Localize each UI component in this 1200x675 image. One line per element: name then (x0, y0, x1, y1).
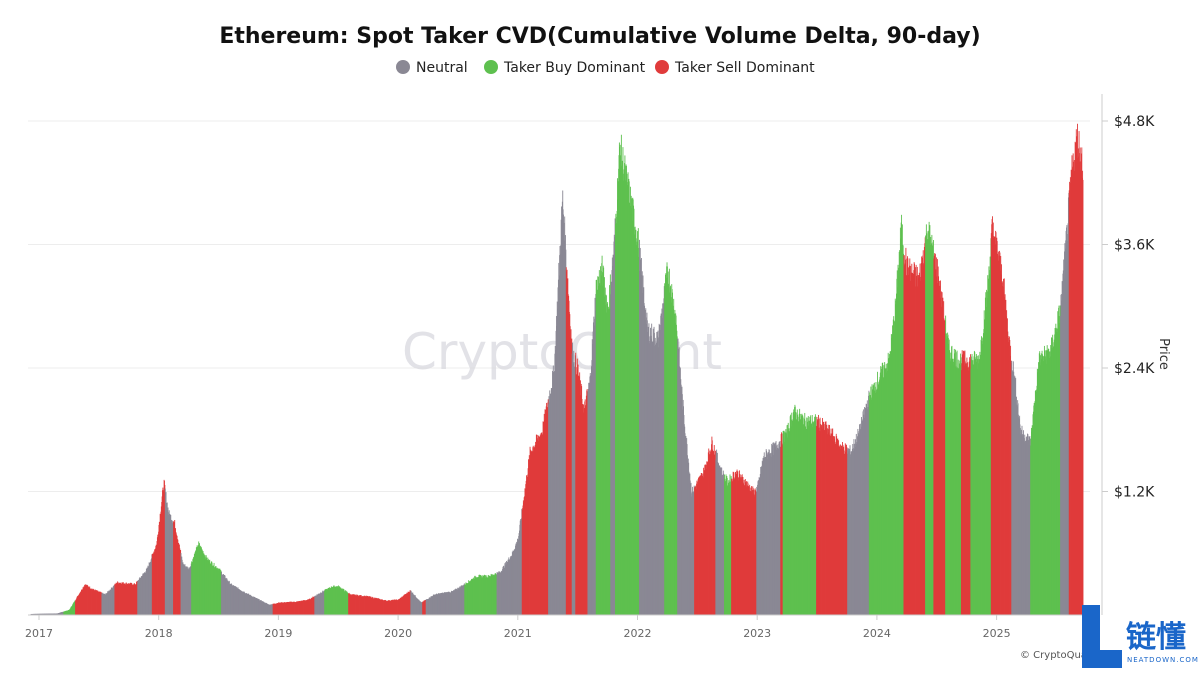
bars-group (30, 123, 1084, 616)
logo-chinese: 链懂 (1126, 620, 1186, 655)
legend-item-neutral[interactable]: Neutral (396, 60, 468, 76)
legend-label-buy: Taker Buy Dominant (503, 60, 646, 76)
chart-title: Ethereum: Spot Taker CVD(Cumulative Volu… (219, 24, 980, 49)
x-tick-label: 2018 (145, 627, 173, 640)
bar (1082, 179, 1084, 615)
logo-english: NEATDOWN.COM (1127, 656, 1199, 664)
x-axis-ticks: 2017 2018 2019 2020 2021 2022 2023 2024 2025 (25, 615, 1011, 640)
x-tick-label: 2022 (624, 627, 652, 640)
legend-swatch-neutral (396, 60, 410, 74)
legend-label-sell: Taker Sell Dominant (674, 60, 815, 76)
legend-item-buy[interactable]: Taker Buy Dominant (484, 60, 646, 76)
legend-label-neutral: Neutral (416, 60, 468, 76)
x-tick-label: 2017 (25, 627, 53, 640)
y-axis-title: Price (1156, 338, 1171, 370)
y-tick-label: $1.2K (1114, 485, 1155, 501)
legend-swatch-sell (655, 60, 669, 74)
credit-text: © CryptoQua (1020, 650, 1087, 661)
y-tick-label: $3.6K (1114, 238, 1155, 254)
x-tick-label: 2025 (983, 627, 1011, 640)
x-tick-label: 2021 (504, 627, 532, 640)
legend: Neutral Taker Buy Dominant Taker Sell Domi… (396, 60, 815, 76)
legend-item-sell[interactable]: Taker Sell Dominant (655, 60, 815, 76)
y-axis-ticks: $1.2K $2.4K $3.6K $4.8K (1102, 114, 1155, 501)
y-tick-label: $2.4K (1114, 361, 1155, 377)
x-tick-label: 2024 (863, 627, 891, 640)
y-tick-label: $4.8K (1114, 114, 1155, 130)
x-tick-label: 2023 (743, 627, 771, 640)
x-tick-label: 2020 (384, 627, 412, 640)
neatdown-logo: 链懂 NEATDOWN.COM (1082, 605, 1199, 668)
x-tick-label: 2019 (264, 627, 292, 640)
legend-swatch-buy (484, 60, 498, 74)
logo-mark-icon (1082, 605, 1122, 668)
